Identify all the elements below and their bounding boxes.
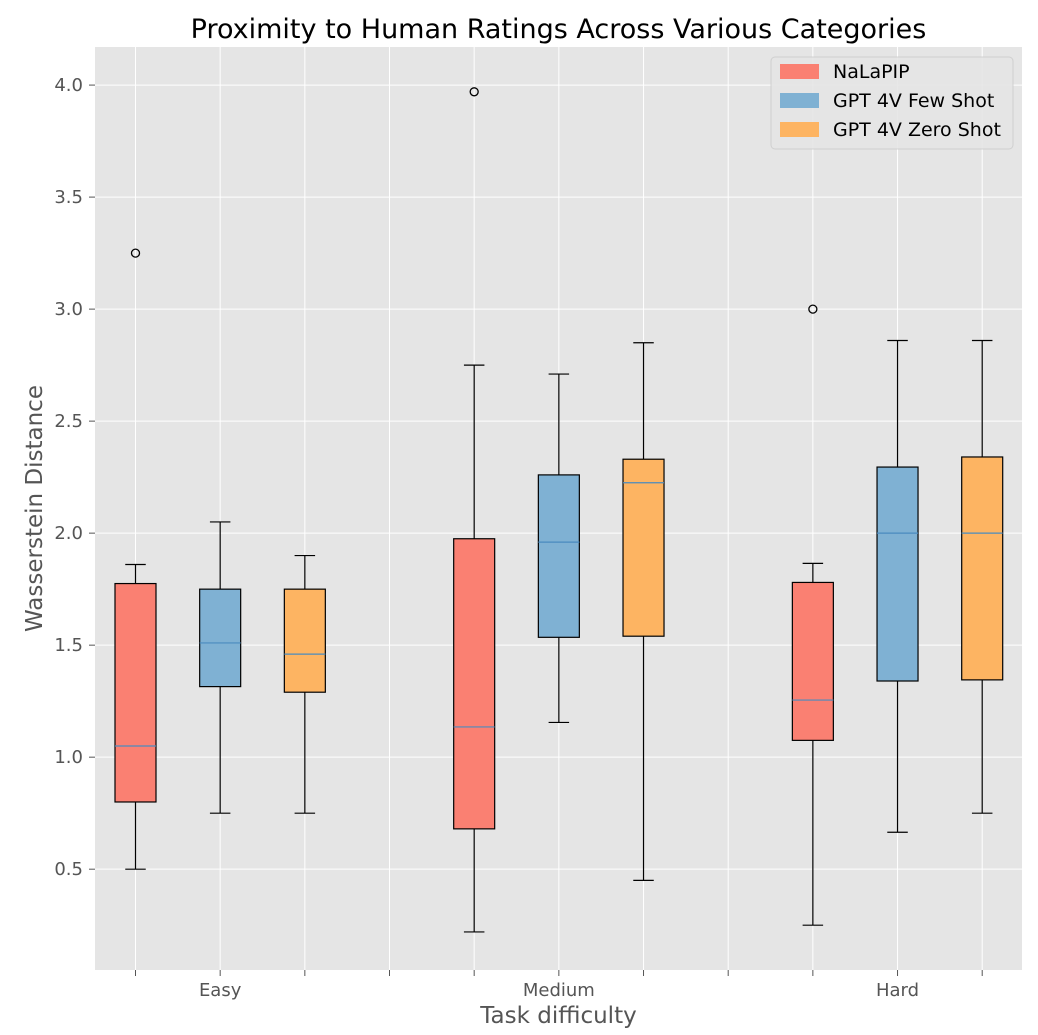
x-tick-label: Hard: [876, 980, 919, 1001]
box-gpt-4v-few-shot-hard: [876, 339, 919, 833]
box-body: [537, 474, 580, 638]
chart-title: Proximity to Human Ratings Across Variou…: [191, 14, 927, 45]
box-plots: [114, 87, 1004, 933]
legend-box: [770, 56, 1014, 150]
box-body: [199, 588, 242, 688]
box-body: [114, 582, 157, 803]
legend-label: GPT 4V Zero Shot: [833, 119, 1001, 141]
x-axis-label: Task difficulty: [479, 1003, 636, 1029]
outlier-point: [808, 304, 818, 314]
box-nalapip-easy: [114, 248, 157, 870]
y-tick-label: 3.5: [54, 187, 83, 208]
legend-label: NaLaPIP: [833, 61, 910, 83]
box-gpt-4v-few-shot-easy: [199, 521, 242, 814]
box-nalapip-medium: [453, 87, 496, 933]
box-body: [283, 588, 326, 693]
y-tick-label: 2.5: [54, 411, 83, 432]
legend: NaLaPIP GPT 4V Few Shot GPT 4V Zero Shot: [770, 56, 1014, 150]
y-tick-label: 4.0: [54, 75, 83, 96]
legend-swatch: [780, 93, 819, 108]
x-tick-label: Medium: [523, 980, 595, 1001]
box-nalapip-hard: [791, 304, 834, 926]
box-body: [453, 538, 496, 830]
x-tick-label: Easy: [199, 980, 242, 1001]
y-tick-label: 3.0: [54, 299, 83, 320]
axes: 0.5 1.0 1.5 2.0 2.5 3.0 3.5 4.0 Easy Medium Hard: [54, 75, 983, 1001]
box-gpt-4v-zero-shot-medium: [622, 342, 665, 881]
y-tick-label: 1.5: [54, 635, 83, 656]
legend-swatch: [780, 122, 819, 137]
outlier-point: [469, 87, 479, 97]
box-gpt-4v-zero-shot-easy: [283, 554, 326, 814]
box-gpt-4v-few-shot-medium: [537, 373, 580, 724]
y-tick-label: 0.5: [54, 859, 83, 880]
box-gpt-4v-zero-shot-hard: [961, 339, 1004, 814]
box-body: [791, 581, 834, 741]
box-body: [961, 456, 1004, 681]
box-body: [876, 466, 919, 682]
y-axis-label: Wasserstein Distance: [22, 385, 48, 632]
legend-swatch: [780, 64, 819, 79]
box-body: [622, 458, 665, 637]
legend-label: GPT 4V Few Shot: [833, 90, 994, 112]
y-tick-label: 2.0: [54, 523, 83, 544]
outlier-point: [130, 248, 141, 258]
y-tick-label: 1.0: [54, 747, 83, 768]
